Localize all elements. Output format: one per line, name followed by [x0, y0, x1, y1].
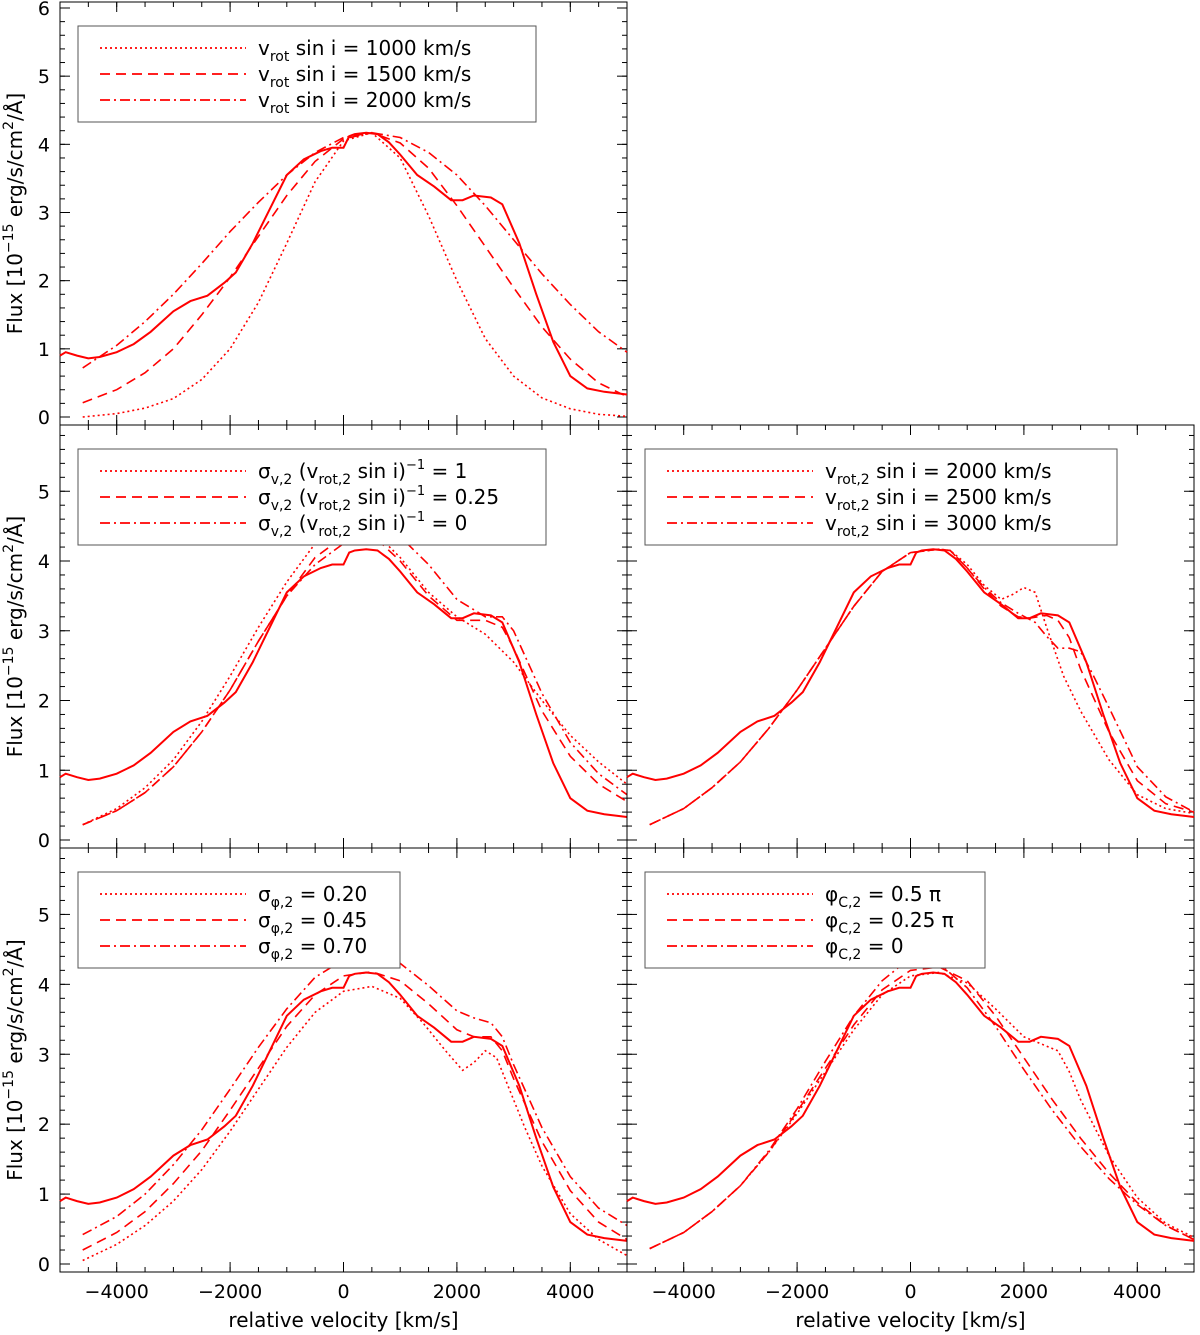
x-tick-label: 2000 [1000, 1281, 1048, 1303]
x-axis-title: relative velocity [km/s] [795, 1308, 1025, 1332]
legend-label: vrot sin i = 2000 km/s [258, 88, 471, 117]
y-tick-label: 6 [38, 0, 50, 20]
series-line-dashed [82, 131, 628, 404]
legend: σv,2 (vrot,2 sin i)−1 = 1σv,2 (vrot,2 si… [77, 448, 547, 546]
y-tick-label: 4 [38, 134, 50, 156]
legend: φC,2 = 0.5 πφC,2 = 0.25 πφC,2 = 0 [644, 871, 986, 969]
series-line-dashdot [82, 131, 628, 369]
y-tick-label: 4 [38, 551, 50, 573]
series-line-solid [59, 971, 628, 1242]
x-tick-label: 2000 [433, 1281, 481, 1303]
legend-label: σv,2 (vrot,2 sin i)−1 = 1 [258, 458, 467, 488]
legend-label: vrot sin i = 1000 km/s [258, 36, 471, 65]
legend-label: vrot,2 sin i = 2000 km/s [825, 459, 1052, 488]
series-line-dashdot [649, 548, 1195, 826]
y-tick-label: 4 [38, 974, 50, 996]
y-tick-label: 0 [38, 407, 50, 429]
series-line-solid [59, 548, 628, 818]
y-tick-label: 2 [38, 691, 50, 713]
series-line-dotted [649, 548, 1195, 826]
legend-label: vrot sin i = 1500 km/s [258, 62, 471, 91]
x-tick-label: −4000 [85, 1281, 149, 1303]
series-line-dashed [649, 548, 1195, 826]
panel-bottom-right: −4000 −2000 0 2000 4000 φC,2 = 0.5 πφC,2 = 0.… [626, 847, 1195, 1332]
x-tick-label: 0 [904, 1281, 916, 1303]
y-tick-label: 5 [38, 481, 50, 503]
series-line-dashed [649, 966, 1195, 1250]
legend-label: φC,2 = 0 [825, 934, 904, 963]
x-tick-label: 4000 [1113, 1281, 1161, 1303]
legend-label: φC,2 = 0.25 π [825, 908, 954, 937]
legend-label: vrot,2 sin i = 2500 km/s [825, 485, 1052, 514]
series-line-solid [626, 971, 1195, 1242]
legend-label: vrot,2 sin i = 3000 km/s [825, 511, 1052, 540]
y-tick-label: 1 [38, 1184, 50, 1206]
y-tick-label: 3 [38, 1044, 50, 1066]
x-axis-title: relative velocity [km/s] [228, 1308, 458, 1332]
x-tick-label: 4000 [546, 1281, 594, 1303]
y-tick-label: 0 [38, 830, 50, 852]
legend-label: σφ,2 = 0.20 [258, 882, 367, 911]
series-line-dotted [649, 971, 1195, 1250]
x-tick-label: −2000 [198, 1281, 262, 1303]
series-line-dashdot [82, 530, 628, 826]
series-line-solid [626, 548, 1195, 818]
legend-box [77, 871, 401, 969]
y-tick-label: 3 [38, 203, 50, 225]
legend-label: σv,2 (vrot,2 sin i)−1 = 0.25 [258, 484, 499, 514]
legend-label: φC,2 = 0.5 π [825, 882, 941, 911]
y-axis-title: Flux [10−15 erg/s/cm2/Å] [1, 93, 27, 335]
y-tick-label: 0 [38, 1254, 50, 1276]
series-line-dashed [82, 970, 628, 1251]
y-tick-label: 3 [38, 621, 50, 643]
y-tick-label: 2 [38, 271, 50, 293]
y-tick-label: 5 [38, 66, 50, 88]
y-tick-label: 1 [38, 339, 50, 361]
series-line-dotted [82, 985, 628, 1262]
y-tick-label: 2 [38, 1114, 50, 1136]
series-line-dotted [82, 521, 628, 826]
y-tick-label: 5 [38, 904, 50, 926]
legend-label: σv,2 (vrot,2 sin i)−1 = 0 [258, 510, 467, 540]
y-tick-label: 1 [38, 760, 50, 782]
x-tick-label: 0 [337, 1281, 349, 1303]
series-line-dashdot [649, 956, 1195, 1250]
legend-label: σφ,2 = 0.70 [258, 934, 367, 963]
series-line-dashed [82, 533, 628, 826]
x-tick-label: −4000 [652, 1281, 716, 1303]
legend-label: σφ,2 = 0.45 [258, 908, 367, 937]
y-axis-title: Flux [10−15 erg/s/cm2/Å] [1, 939, 27, 1181]
y-axis-title: Flux [10−15 erg/s/cm2/Å] [1, 516, 27, 758]
series-line-solid [59, 131, 628, 396]
x-tick-label: −2000 [765, 1281, 829, 1303]
series-line-dotted [82, 131, 628, 418]
